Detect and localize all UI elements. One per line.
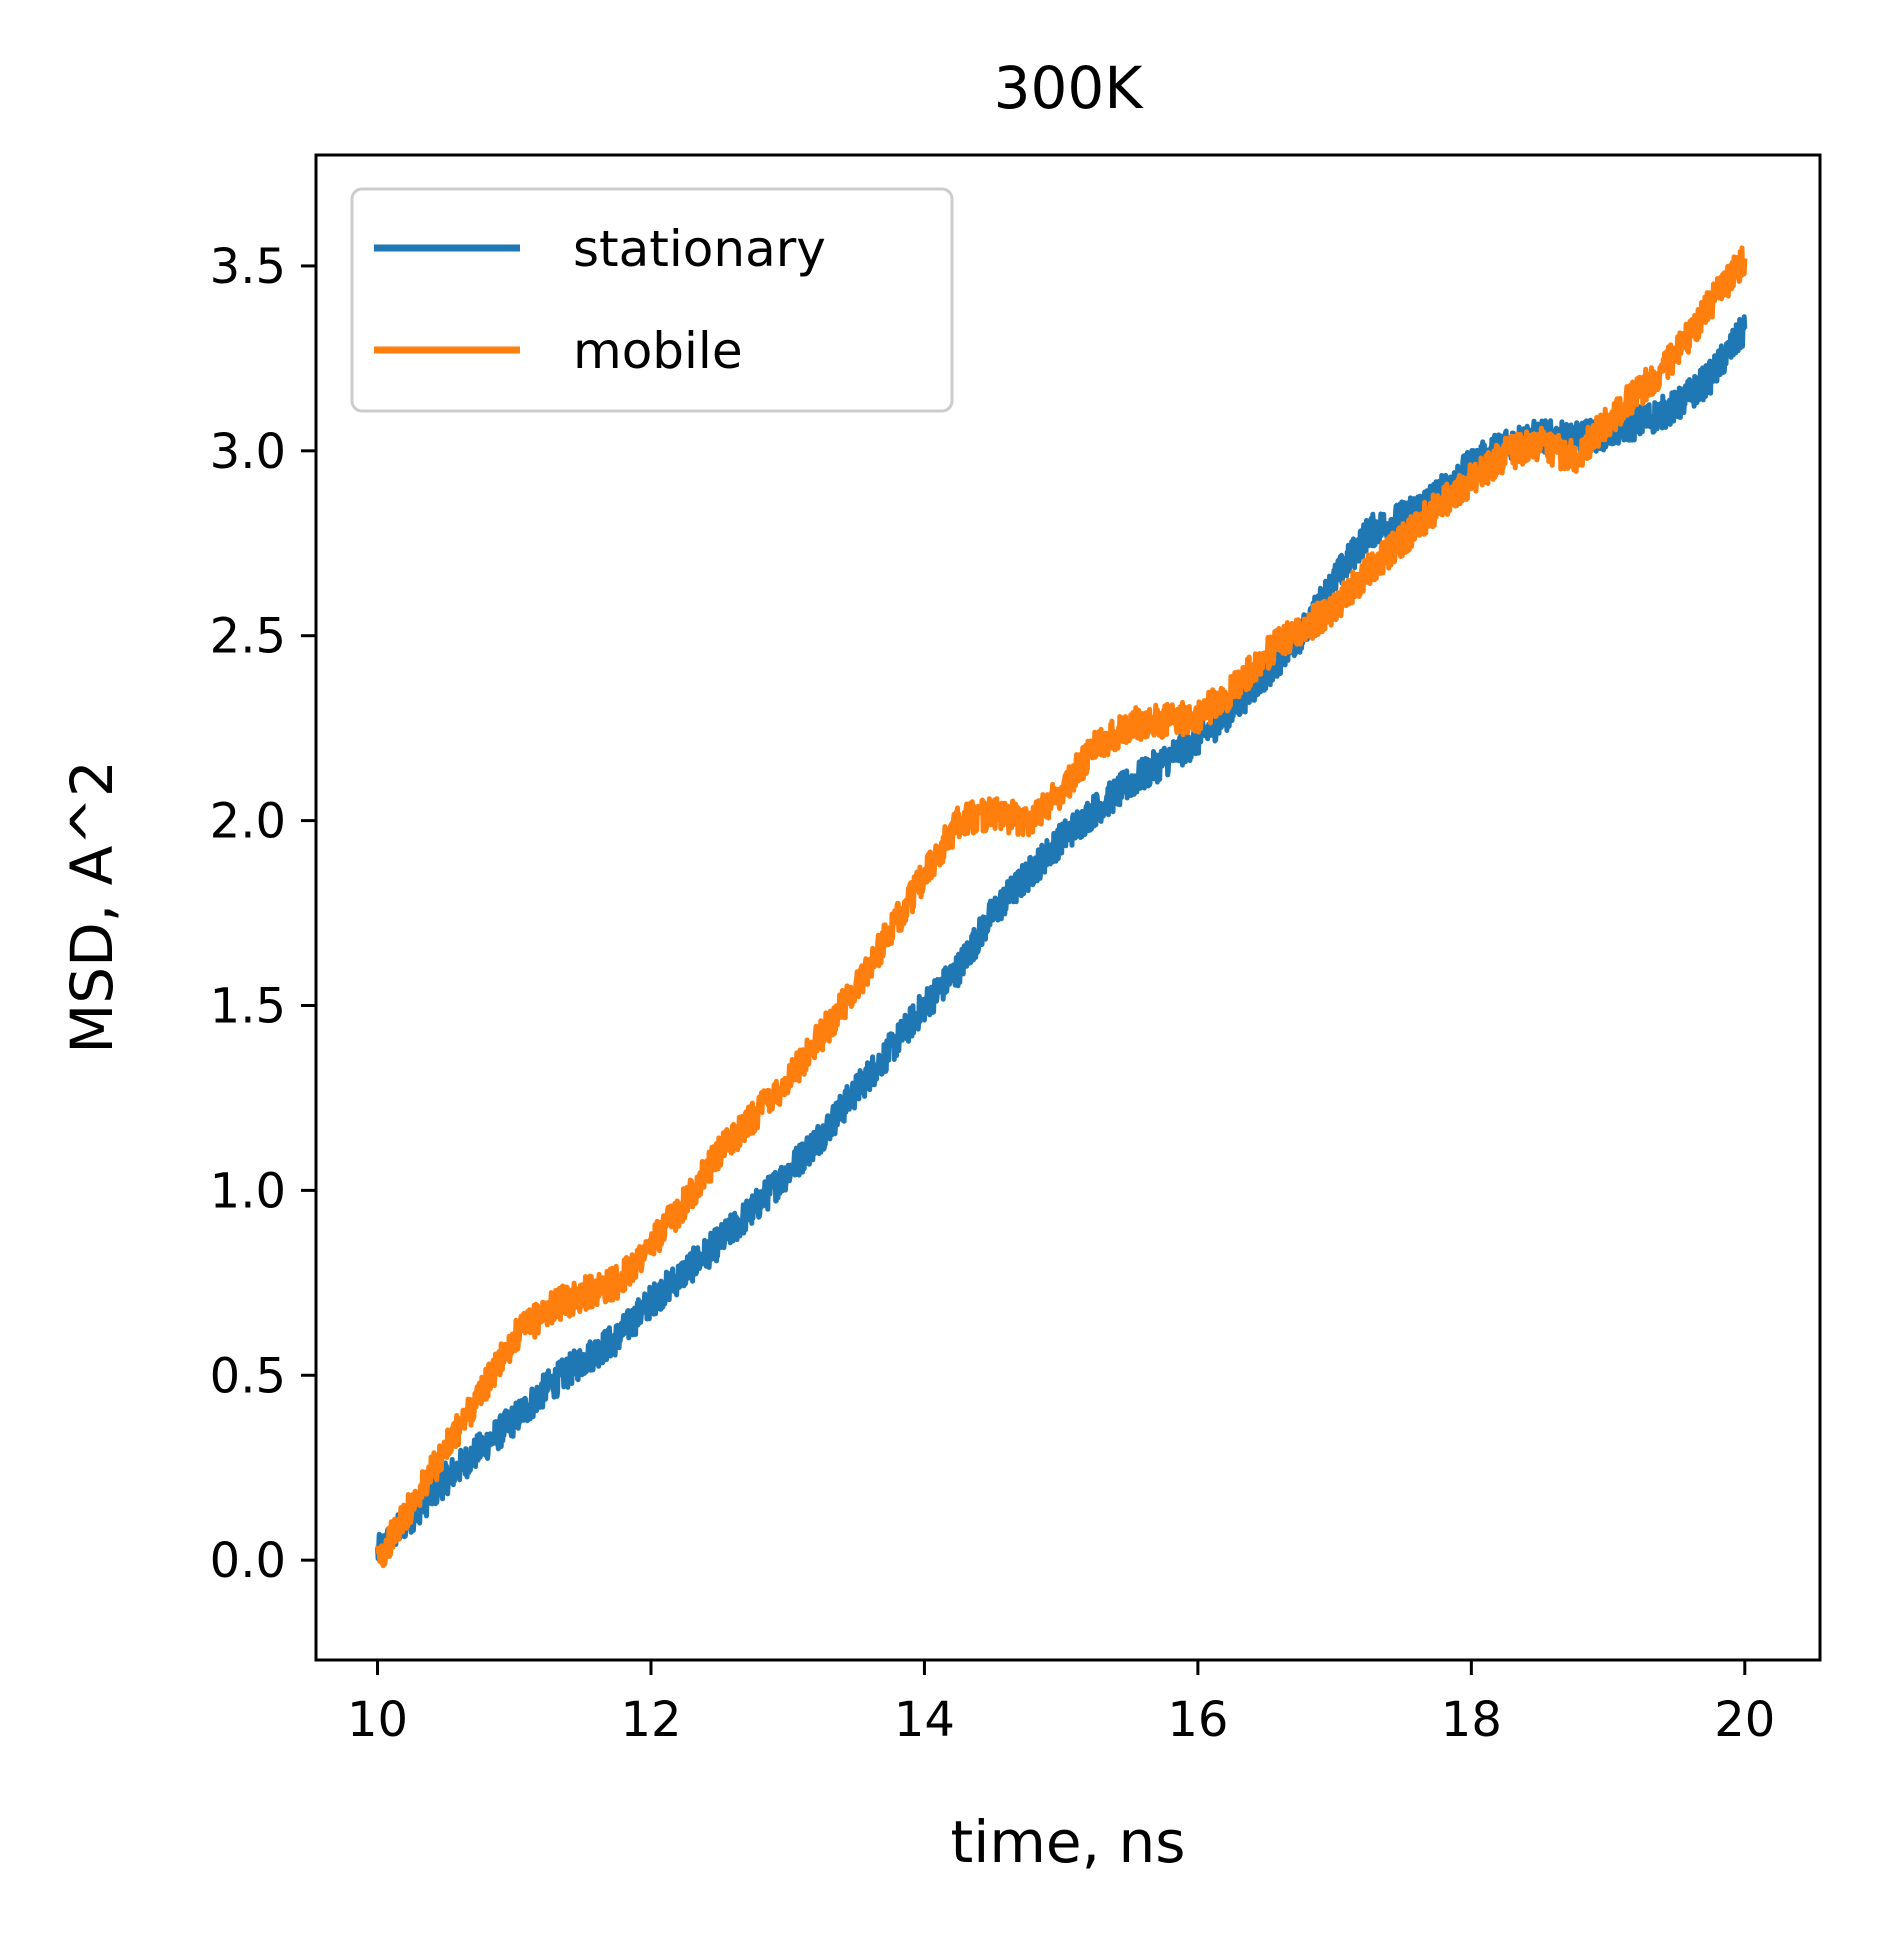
legend-label-mobile: mobile: [573, 322, 743, 380]
y-tick-label: 1.5: [210, 978, 286, 1034]
legend-label-stationary: stationary: [573, 220, 826, 278]
x-axis-ticks: 10 12 14 16 18 20: [347, 1660, 1775, 1748]
y-axis-ticks: 0.0 0.5 1.0 1.5 2.0 2.5 3.0 3.5: [210, 239, 316, 1589]
y-tick-label: 3.0: [210, 424, 286, 480]
y-tick-label: 3.5: [210, 239, 286, 295]
y-tick-label: 1.0: [210, 1163, 286, 1219]
series-line-mobile: [375, 245, 1748, 1569]
x-tick-label: 16: [1167, 1692, 1228, 1748]
x-tick-label: 18: [1441, 1692, 1502, 1748]
y-tick-label: 0.5: [210, 1348, 286, 1404]
x-tick-label: 14: [894, 1692, 955, 1748]
y-tick-label: 0.0: [210, 1533, 286, 1589]
y-tick-label: 2.5: [210, 609, 286, 665]
x-tick-label: 12: [620, 1692, 681, 1748]
series-layer: [375, 245, 1748, 1569]
x-tick-label: 20: [1714, 1692, 1775, 1748]
legend: stationary mobile: [350, 187, 954, 413]
y-tick-label: 2.0: [210, 794, 286, 850]
x-tick-label: 10: [347, 1692, 408, 1748]
plot-frame: [314, 153, 1822, 1662]
chart-title: 300K: [994, 54, 1145, 122]
y-axis-label: MSD, A^2: [58, 760, 126, 1054]
x-axis-label: time, ns: [951, 1808, 1186, 1876]
